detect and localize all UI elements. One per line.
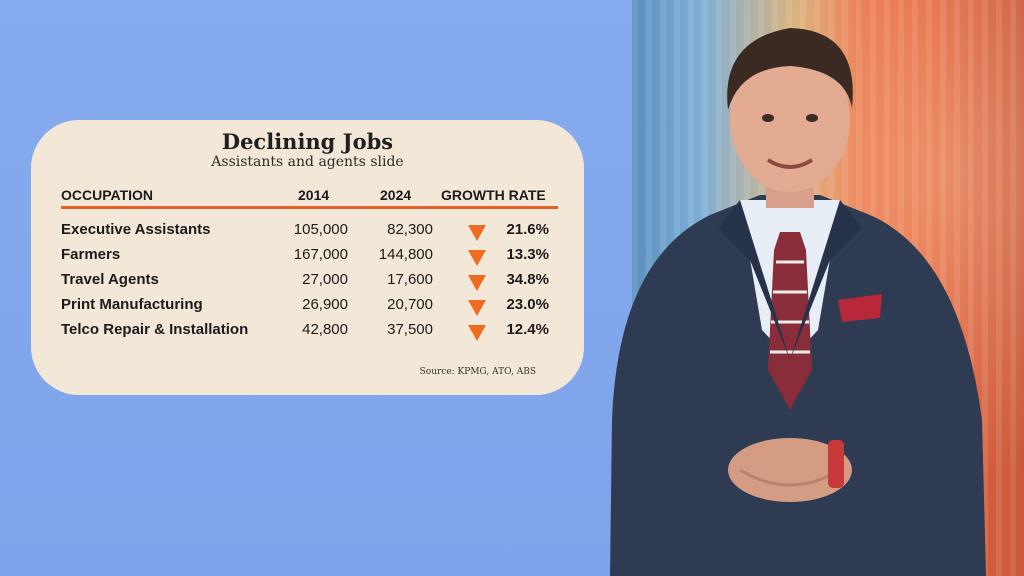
value-2024-cell: 82,300 — [387, 221, 433, 238]
header-occupation: OCCUPATION — [61, 187, 154, 203]
growth-rate-cell: 13.3% — [506, 246, 549, 263]
down-triangle-icon — [468, 300, 486, 316]
header-growth-rate: GROWTH RATE — [441, 187, 546, 203]
value-2014-cell: 105,000 — [293, 221, 348, 238]
growth-rate-cell: 12.4% — [506, 321, 549, 338]
value-2024-cell: 20,700 — [387, 296, 433, 313]
down-triangle-icon — [468, 250, 486, 266]
presenter-figure — [610, 28, 986, 576]
table-row: Telco Repair & Installation 42,800 37,50… — [31, 321, 584, 345]
table-row: Travel Agents 27,000 17,600 34.8% — [31, 271, 584, 295]
occupation-cell: Print Manufacturing — [61, 296, 203, 313]
value-2014-cell: 42,800 — [302, 321, 348, 338]
header-2014: 2014 — [298, 187, 330, 203]
down-triangle-icon — [468, 225, 486, 241]
occupation-cell: Telco Repair & Installation — [61, 321, 249, 338]
table-row: Print Manufacturing 26,900 20,700 23.0% — [31, 296, 584, 320]
value-2024-cell: 17,600 — [387, 271, 433, 288]
occupation-cell: Farmers — [61, 246, 121, 263]
growth-rate-cell: 34.8% — [506, 271, 549, 288]
occupation-cell: Executive Assistants — [61, 221, 211, 238]
table-row: Farmers 167,000 144,800 13.3% — [31, 246, 584, 270]
growth-rate-cell: 23.0% — [506, 296, 549, 313]
occupation-cell: Travel Agents — [61, 271, 159, 288]
header-2024: 2024 — [380, 187, 412, 203]
value-2014-cell: 167,000 — [293, 246, 348, 263]
down-triangle-icon — [468, 275, 486, 291]
header-rule — [61, 206, 558, 209]
table-card: Declining Jobs Assistants and agents sli… — [31, 120, 584, 395]
value-2014-cell: 27,000 — [302, 271, 348, 288]
value-2014-cell: 26,900 — [302, 296, 348, 313]
table-row: Executive Assistants 105,000 82,300 21.6… — [31, 221, 584, 245]
source-note: Source: KPMG, ATO, ABS — [419, 367, 536, 377]
chart-title: Declining Jobs — [221, 129, 394, 154]
down-triangle-icon — [468, 325, 486, 341]
value-2024-cell: 144,800 — [378, 246, 433, 263]
growth-rate-cell: 21.6% — [506, 221, 549, 238]
value-2024-cell: 37,500 — [387, 321, 433, 338]
chart-subtitle: Assistants and agents slide — [211, 154, 404, 170]
